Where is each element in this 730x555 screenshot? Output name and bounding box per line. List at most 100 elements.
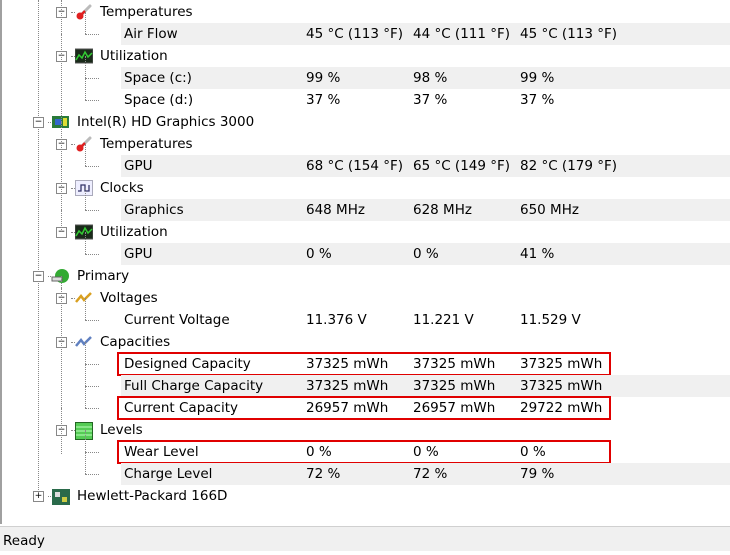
value-current: 37325 mWh	[306, 356, 389, 372]
sensor-row[interactable]: Wear Level 0 % 0 % 0 %	[2, 430, 730, 464]
tree-line	[85, 430, 86, 452]
category-node[interactable]: − Utilization	[2, 210, 730, 243]
value-current: 37 %	[306, 92, 341, 108]
sensor-row[interactable]: Full Charge Capacity 37325 mWh 37325 mWh 37…	[2, 364, 730, 397]
value-min: 26957 mWh	[413, 400, 496, 416]
voltage-icon	[75, 290, 93, 306]
value-current: 68 °C (154 °F)	[306, 158, 404, 174]
tree-line	[85, 342, 86, 364]
tree-line	[85, 210, 99, 211]
tree-line	[85, 254, 99, 255]
value-max: 82 °C (179 °F)	[520, 158, 618, 174]
gpu-card-icon	[51, 114, 69, 130]
sensor-row[interactable]: Space (d:) 37 % 37 % 37 %	[2, 78, 730, 111]
category-node[interactable]: − Temperatures	[2, 0, 730, 23]
value-max: 650 MHz	[520, 202, 579, 218]
tree-line	[85, 298, 86, 320]
tree-line	[85, 166, 99, 167]
collapse-toggle[interactable]: −	[33, 271, 44, 282]
collapse-toggle[interactable]: −	[33, 117, 44, 128]
sensor-row[interactable]: Current Voltage 11.376 V 11.221 V 11.529 V	[2, 298, 730, 331]
value-min: 37325 mWh	[413, 378, 496, 394]
value-min: 37 %	[413, 92, 448, 108]
value-current: 37325 mWh	[306, 378, 389, 394]
tree-line	[61, 0, 62, 232]
tree-line	[85, 34, 99, 35]
row-shade	[121, 155, 730, 177]
category-node[interactable]: − Levels	[2, 408, 730, 441]
tree-line	[85, 12, 86, 34]
highlight-box	[117, 396, 611, 420]
row-label: Temperatures	[100, 136, 193, 152]
utilization-graph-icon	[74, 224, 94, 240]
tree-line	[71, 56, 75, 57]
value-min: 72 %	[413, 466, 448, 482]
tree-line	[71, 232, 75, 233]
status-bar: Ready	[0, 526, 730, 551]
capacity-icon	[75, 334, 93, 350]
tree-line	[85, 386, 86, 408]
value-min: 98 %	[413, 70, 448, 86]
sensor-row[interactable]: Current Capacity 26957 mWh 26957 mWh 29722 …	[2, 386, 730, 420]
tree-line	[71, 144, 75, 145]
device-node[interactable]: − Primary	[2, 265, 730, 287]
value-min: 65 °C (149 °F)	[413, 158, 511, 174]
row-label: Capacities	[100, 334, 171, 350]
category-node[interactable]: − Capacities	[2, 320, 730, 353]
row-shade	[121, 199, 730, 221]
row-shade	[121, 463, 730, 485]
sensor-row[interactable]: GPU 68 °C (154 °F) 65 °C (149 °F) 82 °C (17…	[2, 144, 730, 177]
row-label: Temperatures	[100, 4, 193, 20]
tree-line	[85, 364, 99, 365]
value-min: 628 MHz	[413, 202, 472, 218]
value-current: 45 °C (113 °F)	[306, 26, 404, 42]
tree-line	[71, 342, 75, 343]
row-label: Clocks	[100, 180, 144, 196]
value-max: 0 %	[520, 444, 546, 460]
highlight-box	[117, 440, 611, 464]
value-current: 72 %	[306, 466, 341, 482]
row-shade	[121, 243, 730, 265]
value-min: 11.221 V	[413, 312, 474, 328]
value-current: 26957 mWh	[306, 400, 389, 416]
row-label: Intel(R) HD Graphics 3000	[77, 114, 255, 130]
device-node[interactable]: + Hewlett-Packard 166D	[2, 485, 730, 507]
row-label: Utilization	[100, 48, 168, 64]
category-node[interactable]: − Utilization	[2, 34, 730, 67]
value-current: 11.376 V	[306, 312, 367, 328]
value-current: 0 %	[306, 246, 332, 262]
tree-line	[85, 364, 86, 386]
row-label: Space (c:)	[124, 70, 192, 86]
tree-line	[71, 188, 75, 189]
motherboard-icon	[51, 488, 70, 505]
sensor-row[interactable]: Charge Level 72 % 72 % 79 %	[2, 452, 730, 485]
sensor-row[interactable]: GPU 0 % 0 % 41 %	[2, 232, 730, 265]
value-max: 99 %	[520, 70, 555, 86]
sensor-row[interactable]: Space (c:) 99 % 98 % 99 %	[2, 56, 730, 89]
row-label: Full Charge Capacity	[124, 378, 264, 394]
tree-line	[85, 408, 99, 409]
status-text: Ready	[3, 533, 45, 549]
sensor-row[interactable]: Graphics 648 MHz 628 MHz 650 MHz	[2, 188, 730, 221]
category-node[interactable]: − Temperatures	[2, 122, 730, 155]
device-node[interactable]: − Intel(R) HD Graphics 3000	[2, 111, 730, 133]
tree-line	[61, 288, 62, 454]
tree-line	[85, 320, 99, 321]
category-node[interactable]: − Clocks	[2, 166, 730, 199]
tree-line	[85, 232, 86, 254]
value-current: 0 %	[306, 444, 332, 460]
sensor-row[interactable]: Designed Capacity 37325 mWh 37325 mWh 37325…	[2, 342, 730, 376]
row-label: Wear Level	[124, 444, 199, 460]
category-node[interactable]: − Voltages	[2, 276, 730, 309]
tree-line	[85, 78, 86, 100]
row-label: Designed Capacity	[124, 356, 251, 372]
tree-line	[48, 276, 51, 277]
value-max: 79 %	[520, 466, 555, 482]
sensor-row[interactable]: Air Flow 45 °C (113 °F) 44 °C (111 °F) 45 °…	[2, 12, 730, 45]
expand-toggle[interactable]: +	[33, 491, 44, 502]
tree-line	[85, 78, 99, 79]
tree-line	[71, 298, 75, 299]
tree-line	[71, 12, 75, 13]
value-current: 99 %	[306, 70, 341, 86]
value-max: 37325 mWh	[520, 378, 603, 394]
